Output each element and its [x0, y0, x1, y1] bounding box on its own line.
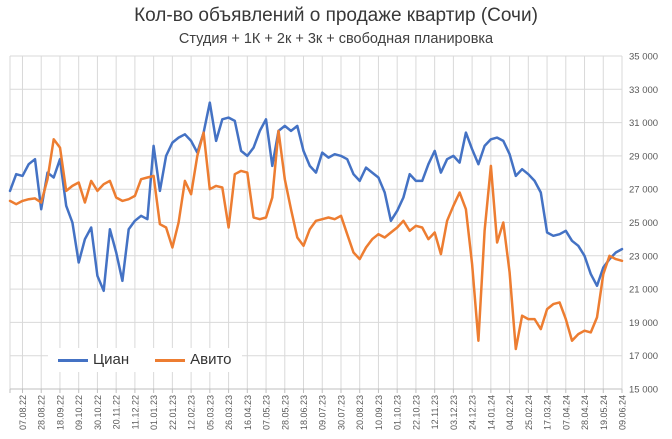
x-axis-tick-label: 03.12.23 [449, 395, 459, 430]
legend-item-cian: Циан [58, 351, 129, 369]
x-axis-tick-label: 01.01.23 [149, 395, 159, 430]
x-axis-tick-label: 18.09.22 [55, 395, 65, 430]
y-axis-tick-label: 19 000 [629, 318, 658, 329]
y-axis-tick-label: 27 000 [629, 185, 658, 196]
x-axis-tick-label: 10.09.23 [374, 395, 384, 430]
cian-legend-label: Циан [93, 351, 130, 368]
x-axis-tick-label: 16.04.23 [243, 395, 253, 430]
x-axis-tick-label: 25.02.24 [524, 395, 534, 430]
x-axis-tick-label: 26.03.23 [224, 395, 234, 430]
x-axis-tick-label: 19.05.24 [599, 395, 609, 430]
x-axis-tick-label: 09.06.24 [618, 395, 628, 430]
x-axis-tick-label: 24.12.23 [468, 395, 478, 430]
gridlines [9, 55, 623, 390]
x-axis-tick-label: 20.11.22 [112, 395, 122, 429]
x-axis-tick-label: 07.05.23 [262, 395, 272, 430]
chart-subtitle: Студия + 1К + 2к + 3к + свободная планир… [178, 31, 494, 47]
y-axis-labels: 35 000 33 000 31 000 29 000 27 000 25 000 23 0… [629, 52, 658, 396]
y-axis-tick-label: 15 000 [629, 385, 658, 396]
y-axis-tick-label: 29 000 [629, 151, 658, 162]
x-axis-tick-label: 28.04.24 [580, 395, 590, 430]
x-axis [9, 388, 623, 393]
x-axis-tick-label: 11.12.22 [130, 395, 140, 429]
cian-series-line [8, 101, 624, 293]
avito-legend-label: Авито [190, 351, 232, 368]
y-axis-tick-label: 23 000 [629, 251, 658, 262]
x-axis-tick-label: 30.07.23 [336, 395, 346, 430]
x-axis-tick-label: 28.05.23 [280, 395, 290, 430]
y-axis-tick-label: 33 000 [629, 85, 658, 96]
x-axis-labels: 07.08.22 28.08.22 18.09.22 09.10.22 30.10.22… [18, 395, 628, 430]
x-axis-tick-label: 12.02.23 [187, 395, 197, 430]
x-axis-tick-label: 14.01.24 [486, 395, 496, 430]
avito-series-line [8, 129, 624, 351]
x-axis-tick-label: 12.11.23 [430, 395, 440, 429]
chart-title: Кол-во объявлений о продаже квартир (Соч… [134, 5, 538, 26]
x-axis-tick-label: 07.04.24 [561, 395, 571, 430]
x-axis-tick-label: 07.08.22 [18, 395, 28, 430]
x-axis-tick-label: 09.10.22 [74, 395, 84, 430]
legend: Циан Авито [48, 348, 242, 372]
x-axis-tick-label: 17.03.24 [543, 395, 553, 430]
y-axis-tick-label: 31 000 [629, 118, 658, 129]
x-axis-tick-label: 01.10.23 [393, 395, 403, 430]
legend-item-avito: Авито [155, 351, 232, 369]
x-axis-tick-label: 09.07.23 [318, 395, 328, 430]
x-axis-tick-label: 04.02.24 [505, 395, 515, 430]
y-axis-tick-label: 25 000 [629, 218, 658, 229]
y-axis-tick-label: 17 000 [629, 351, 658, 362]
y-axis-tick-label: 21 000 [629, 285, 658, 296]
avito-line-swatch [155, 358, 186, 362]
x-axis-tick-label: 22.01.23 [168, 395, 178, 430]
x-axis-tick-label: 30.10.22 [93, 395, 103, 430]
x-axis-tick-label: 05.03.23 [205, 395, 215, 430]
x-axis-tick-label: 28.08.22 [37, 395, 47, 430]
x-axis-tick-label: 22.10.23 [411, 395, 421, 430]
x-axis-tick-label: 20.08.23 [355, 395, 365, 430]
cian-line-swatch [58, 358, 88, 362]
x-axis-tick-label: 18.06.23 [299, 395, 309, 430]
y-axis-tick-label: 35 000 [629, 52, 658, 63]
